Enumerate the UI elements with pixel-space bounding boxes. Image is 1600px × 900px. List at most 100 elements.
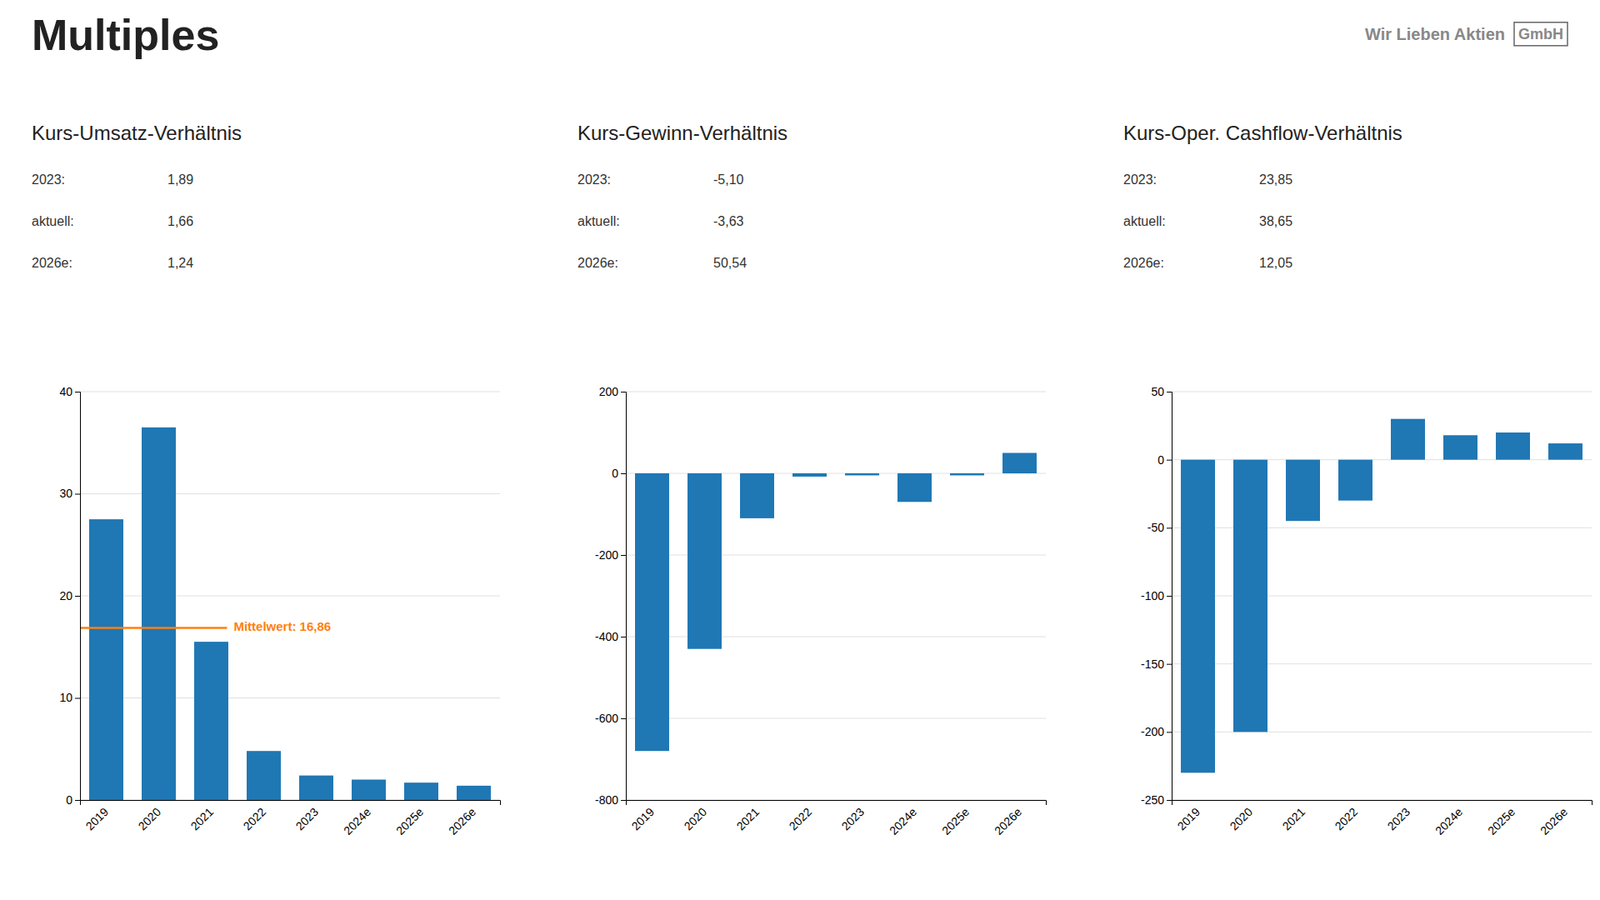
x-tick-label: 2025e	[393, 805, 426, 838]
y-tick-mark	[1166, 800, 1172, 801]
info-value: -5,10	[713, 172, 745, 187]
x-tick: 2024e	[886, 805, 920, 838]
y-tick-mark	[1166, 527, 1172, 529]
x-tick: 2026e	[1537, 805, 1570, 838]
mean-label: Mittelwert: 16,86	[233, 619, 331, 634]
x-tick: 2020	[1227, 805, 1255, 833]
y-tick-mark	[75, 698, 80, 700]
info-value: 23,85	[1259, 172, 1293, 187]
x-tick-label: 2022	[786, 805, 815, 833]
x-tick: 2022	[240, 805, 269, 833]
x-tick: 2026e	[445, 805, 479, 838]
info-value: 50,54	[713, 255, 747, 270]
plot-area: -250-200-150-100-50050201920202021202220…	[1140, 385, 1593, 838]
y-tick-mark	[620, 718, 626, 720]
y-tick-label: 0	[611, 466, 619, 480]
x-tick-label: 2019	[83, 805, 111, 833]
x-tick-label: 2025e	[1485, 805, 1518, 838]
x-tick: 2025e	[939, 805, 972, 838]
x-tick: 2020	[681, 805, 710, 833]
y-tick-label: 40	[59, 385, 73, 399]
y-tick-label: -100	[1140, 589, 1165, 603]
chart-panel: Kurs-Oper. Cashflow-Verhältnis2023:23,85…	[1123, 121, 1593, 838]
x-axis-line	[80, 800, 501, 806]
x-axis-line	[1172, 800, 1593, 806]
chart-title: Kurs-Oper. Cashflow-Verhältnis	[1123, 121, 1403, 145]
x-tick: 2021	[734, 805, 762, 833]
y-tick-label: -200	[1140, 725, 1165, 739]
bar	[1338, 460, 1373, 501]
info-label: aktuell:	[577, 214, 620, 229]
y-tick-label: -400	[595, 630, 619, 644]
x-tick: 2020	[135, 805, 164, 833]
y-tick: 0	[611, 466, 626, 480]
x-tick-label: 2019	[1175, 805, 1203, 833]
y-tick: 0	[65, 793, 80, 807]
y-tick: -800	[595, 793, 626, 807]
x-tick: 2022	[786, 805, 815, 833]
y-tick-label: 0	[65, 793, 73, 807]
x-tick-label: 2023	[293, 805, 321, 833]
y-tick-label: 50	[1150, 385, 1165, 399]
info-label: 2023:	[31, 172, 65, 187]
info-label: 2023:	[577, 172, 611, 187]
bar	[950, 473, 985, 475]
bar	[1443, 435, 1478, 460]
x-tick-label: 2024e	[340, 805, 374, 838]
grid-line	[80, 391, 500, 393]
x-tick-label: 2025e	[939, 805, 972, 838]
grid	[80, 391, 500, 800]
branding-box	[1514, 22, 1568, 46]
info-value: -3,63	[713, 214, 745, 229]
y-tick-label: 30	[59, 486, 73, 500]
bar	[299, 775, 334, 800]
y-tick: 200	[599, 385, 626, 399]
y-tick: 20	[59, 589, 80, 603]
y-tick-mark	[75, 391, 80, 393]
x-tick-label: 2026e	[1537, 805, 1570, 838]
bar	[1180, 460, 1215, 774]
x-tick-label: 2022	[1332, 805, 1360, 833]
bar	[635, 473, 670, 751]
y-tick: 40	[59, 385, 80, 399]
y-tick-mark	[75, 595, 80, 597]
y-tick-mark	[1166, 595, 1172, 597]
y-axis-line	[1166, 392, 1173, 801]
bar	[1495, 432, 1530, 460]
grid-line	[1171, 391, 1592, 393]
bar	[740, 473, 775, 519]
marks	[635, 453, 1037, 752]
y-axis: 010203040	[59, 385, 80, 807]
x-tick-label: 2019	[629, 805, 657, 833]
y-tick-label: 200	[599, 385, 620, 399]
bar	[1002, 453, 1037, 475]
grid	[625, 391, 1046, 800]
bar	[404, 782, 439, 800]
info-value: 1,24	[167, 255, 194, 270]
x-tick: 2019	[1175, 805, 1203, 833]
x-tick: 2024e	[1432, 805, 1465, 838]
y-tick-mark	[1166, 731, 1172, 733]
y-tick: -250	[1140, 793, 1172, 807]
grid	[1171, 391, 1592, 800]
plot-area: -800-600-400-200020020192020202120222023…	[595, 385, 1047, 838]
y-tick: -100	[1140, 589, 1172, 603]
bar	[194, 641, 229, 800]
grid-line	[625, 391, 1046, 393]
x-tick: 2026e	[991, 805, 1025, 838]
x-axis-line	[626, 800, 1047, 806]
chart-panel: Kurs-Umsatz-Verhältnis2023:1,89aktuell:1…	[31, 121, 501, 838]
x-tick: 2023	[1385, 805, 1413, 833]
y-tick: 30	[59, 486, 80, 500]
x-tick-label: 2020	[135, 805, 164, 833]
y-tick: -600	[595, 711, 626, 725]
x-axis: 2019 2020 2021 2022 2023 2024e 2025e 2026e	[1172, 800, 1593, 838]
y-tick-mark	[620, 555, 626, 556]
y-tick: -50	[1147, 520, 1172, 535]
x-tick: 2021	[1280, 805, 1308, 833]
y-tick: 0	[1157, 453, 1172, 467]
info-value: 1,89	[167, 172, 194, 187]
y-tick: 50	[1150, 385, 1172, 399]
info-value: 12,05	[1259, 255, 1293, 270]
plot-area: 010203040201920202021202220232024e2025e2…	[59, 385, 500, 838]
